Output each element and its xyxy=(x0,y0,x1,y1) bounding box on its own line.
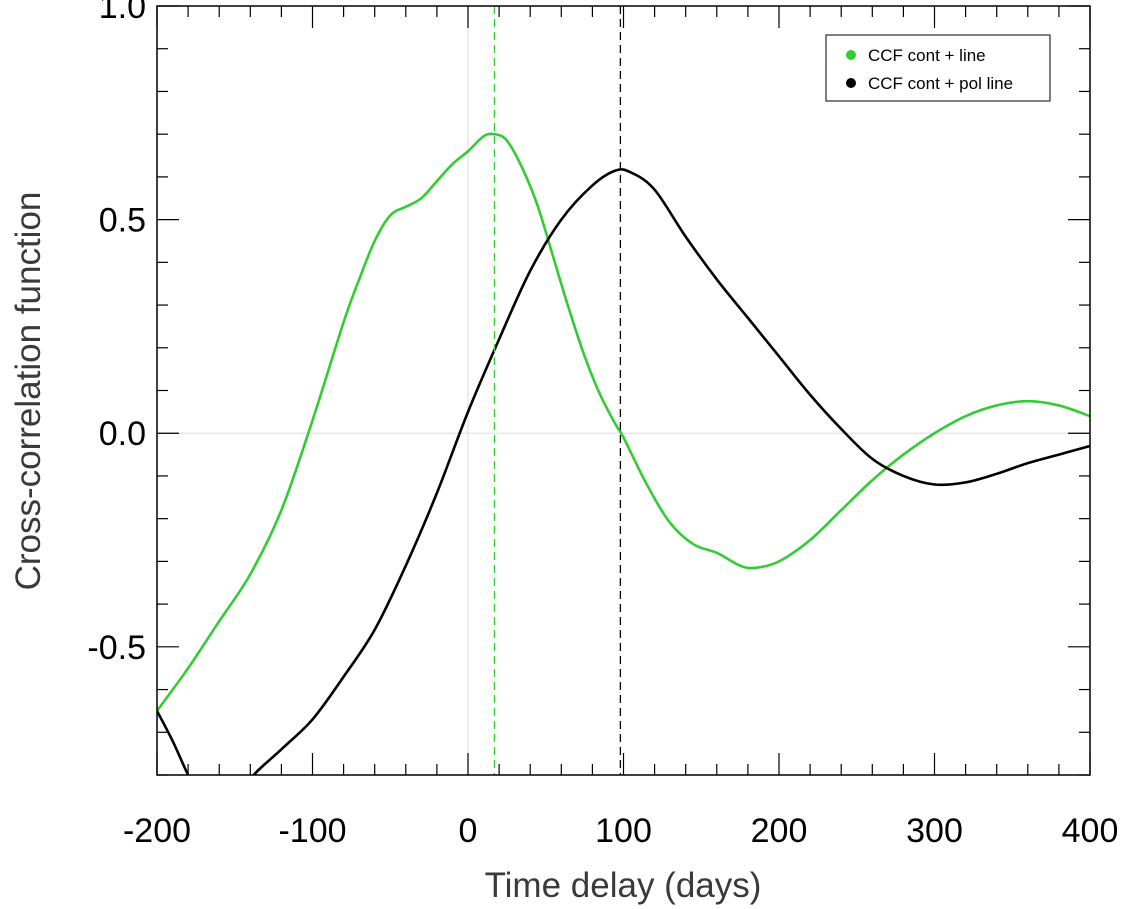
legend-marker-1 xyxy=(846,78,856,88)
y-tick-label: 0.5 xyxy=(99,202,146,240)
series-line-0 xyxy=(157,132,1090,712)
y-axis-title: Cross-correlation function xyxy=(9,192,48,591)
series-layer xyxy=(157,132,1090,775)
legend-box xyxy=(825,34,1051,102)
legend-label-1: CCF cont + pol line xyxy=(868,74,1013,93)
x-tick-label: -100 xyxy=(278,812,346,850)
axis-ticks xyxy=(156,5,1091,776)
plot-frame xyxy=(156,5,1091,776)
x-tick-label: 200 xyxy=(751,812,808,850)
x-tick-label: 0 xyxy=(459,812,478,850)
y-tick-label: 1.0 xyxy=(99,0,146,26)
x-tick-label: 100 xyxy=(595,812,652,850)
peak-markers xyxy=(493,6,622,775)
legend: CCF cont + line CCF cont + pol line xyxy=(825,34,1051,102)
y-tick-labels: -0.5 0.0 0.5 1.0 xyxy=(87,0,146,667)
x-tick-label: 400 xyxy=(1062,812,1119,850)
y-tick-label: 0.0 xyxy=(99,415,146,453)
legend-marker-0 xyxy=(846,50,856,60)
series-line-1 xyxy=(157,168,1090,775)
legend-label-0: CCF cont + line xyxy=(868,46,986,65)
x-tick-labels: -200 -100 0 100 200 300 400 xyxy=(123,812,1118,850)
x-tick-label: 300 xyxy=(906,812,963,850)
reference-lines xyxy=(157,6,1090,775)
x-tick-label: -200 xyxy=(123,812,191,850)
x-axis-title: Time delay (days) xyxy=(485,866,762,905)
y-tick-label: -0.5 xyxy=(87,629,146,667)
